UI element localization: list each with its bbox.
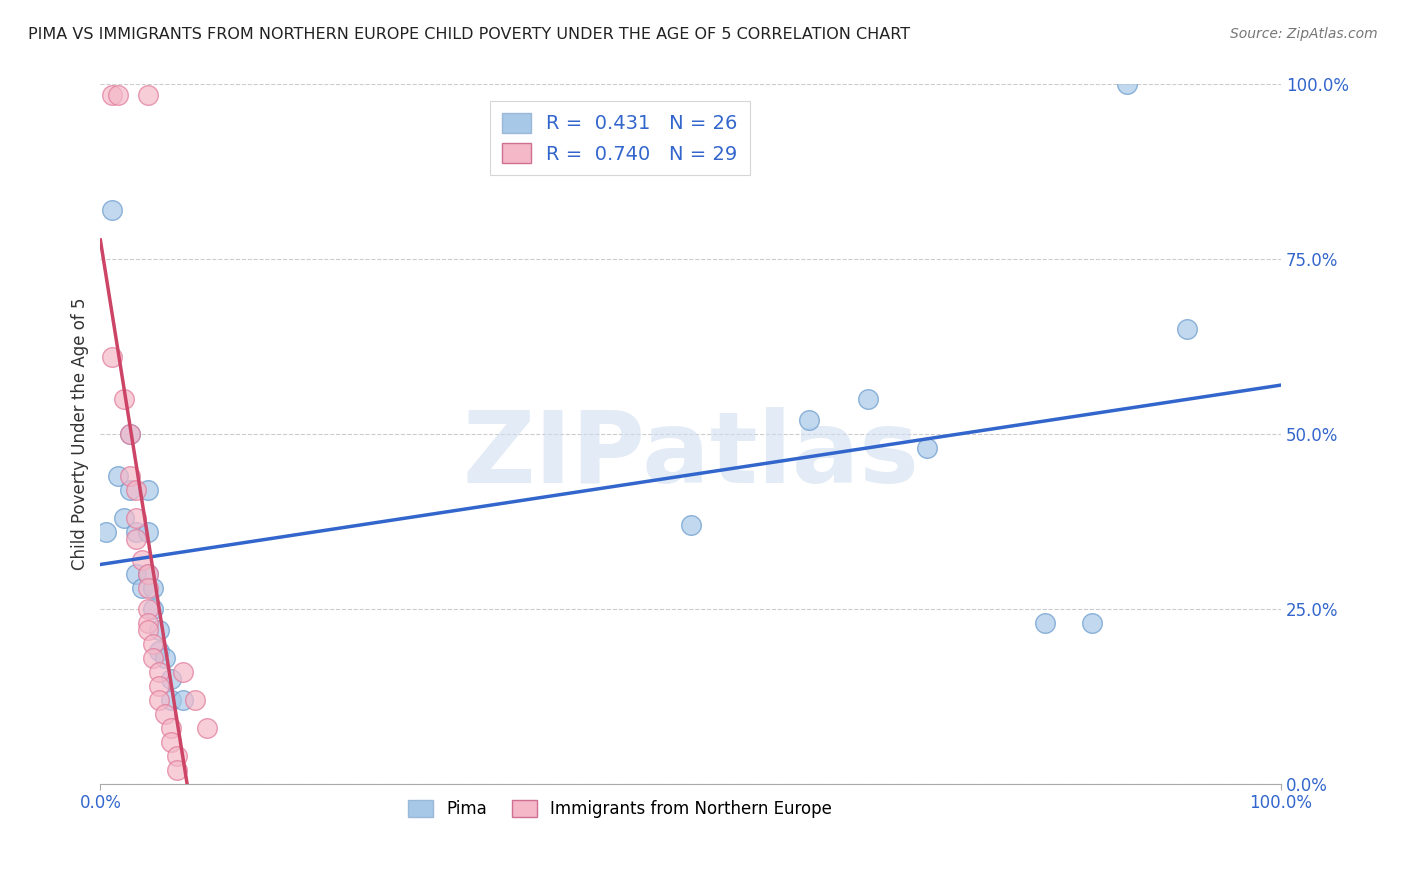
Point <box>166 748 188 763</box>
Point <box>160 735 183 749</box>
Point <box>172 665 194 679</box>
Point <box>1116 78 1139 92</box>
Point <box>148 644 170 658</box>
Point <box>155 651 177 665</box>
Point <box>118 469 141 483</box>
Point <box>101 350 124 364</box>
Point <box>160 672 183 686</box>
Point <box>112 511 135 525</box>
Point <box>136 566 159 581</box>
Point <box>166 763 188 777</box>
Point <box>131 581 153 595</box>
Point <box>125 524 148 539</box>
Point <box>125 511 148 525</box>
Point <box>1081 615 1104 630</box>
Point <box>148 693 170 707</box>
Text: Source: ZipAtlas.com: Source: ZipAtlas.com <box>1230 27 1378 41</box>
Point <box>142 651 165 665</box>
Point <box>136 602 159 616</box>
Point <box>107 469 129 483</box>
Point <box>125 532 148 546</box>
Point <box>172 693 194 707</box>
Point <box>856 392 879 406</box>
Point <box>136 483 159 497</box>
Point <box>1175 322 1198 336</box>
Point <box>125 483 148 497</box>
Point <box>136 581 159 595</box>
Point <box>184 693 207 707</box>
Text: PIMA VS IMMIGRANTS FROM NORTHERN EUROPE CHILD POVERTY UNDER THE AGE OF 5 CORRELA: PIMA VS IMMIGRANTS FROM NORTHERN EUROPE … <box>28 27 910 42</box>
Point <box>1033 615 1056 630</box>
Text: ZIPatlas: ZIPatlas <box>463 407 920 504</box>
Point <box>148 665 170 679</box>
Point <box>118 483 141 497</box>
Point <box>101 87 124 102</box>
Legend: Pima, Immigrants from Northern Europe: Pima, Immigrants from Northern Europe <box>401 793 838 824</box>
Point <box>155 706 177 721</box>
Point <box>142 602 165 616</box>
Point <box>160 721 183 735</box>
Point <box>136 87 159 102</box>
Point <box>125 566 148 581</box>
Point <box>136 623 159 637</box>
Point <box>136 566 159 581</box>
Point <box>679 518 702 533</box>
Point <box>148 623 170 637</box>
Point <box>136 615 159 630</box>
Point <box>142 581 165 595</box>
Point <box>160 693 183 707</box>
Point <box>131 553 153 567</box>
Point <box>96 524 118 539</box>
Point <box>101 203 124 218</box>
Point <box>118 427 141 442</box>
Point <box>195 721 218 735</box>
Point <box>797 413 820 427</box>
Point <box>107 87 129 102</box>
Y-axis label: Child Poverty Under the Age of 5: Child Poverty Under the Age of 5 <box>72 298 89 570</box>
Point <box>118 427 141 442</box>
Point <box>148 679 170 693</box>
Point <box>142 637 165 651</box>
Point <box>915 441 938 455</box>
Point <box>112 392 135 406</box>
Point <box>136 524 159 539</box>
